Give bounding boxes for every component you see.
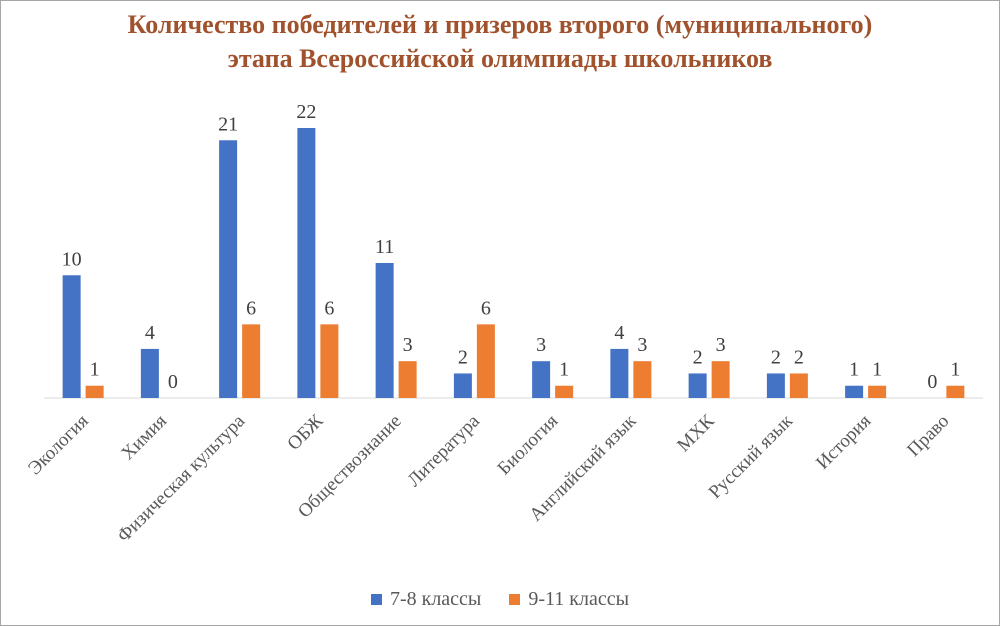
chart-title: Количество победителей и призеров второг… (0, 8, 1000, 76)
data-label-series-1: 21 (218, 113, 238, 135)
x-tick-label: Биология (494, 411, 563, 480)
bar-series-1 (62, 275, 81, 398)
data-label-series-1: 4 (614, 322, 624, 344)
chart-title-line-2: этапа Всероссийской олимпиады школьников (227, 44, 773, 73)
chart-title-line-1: Количество победителей и призеров второг… (127, 10, 873, 39)
bar-series-1 (532, 361, 551, 398)
bar-series-1 (688, 373, 707, 398)
data-label-series-1: 4 (145, 322, 155, 344)
bar-series-2 (868, 385, 887, 398)
data-label-series-2: 3 (716, 334, 726, 356)
bar-series-1 (140, 348, 159, 398)
x-tick-label: МХК (673, 410, 719, 456)
data-label-series-1: 10 (62, 248, 82, 270)
data-label-series-1: 0 (927, 371, 937, 393)
bar-series-1 (219, 140, 238, 399)
bar-series-1 (610, 348, 629, 398)
bar-series-2 (242, 324, 261, 398)
x-tick-label: Физическая культура (113, 410, 249, 546)
bar-series-2 (711, 361, 730, 398)
data-label-series-2: 6 (246, 297, 256, 319)
x-tick-label: ОБЖ (283, 410, 328, 455)
bar-series-2 (85, 385, 104, 398)
bar-series-2 (476, 324, 495, 398)
data-label-series-2: 0 (168, 371, 178, 393)
legend-label-series-2: 9-11 классы (528, 588, 630, 610)
bar-series-1 (453, 373, 472, 398)
data-label-series-2: 1 (872, 359, 882, 381)
data-label-series-1: 2 (693, 346, 703, 368)
bar-series-1 (375, 263, 394, 398)
bar-series-2 (633, 361, 652, 398)
data-label-series-2: 1 (90, 359, 100, 381)
data-label-series-2: 2 (794, 346, 804, 368)
bar-series-1 (297, 128, 316, 398)
data-label-series-2: 1 (950, 359, 960, 381)
x-tick-label: Русский язык (705, 410, 798, 503)
data-label-series-2: 6 (324, 297, 334, 319)
data-label-series-1: 2 (458, 346, 468, 368)
x-tick-label: Экология (24, 411, 93, 480)
data-label-series-1: 3 (536, 334, 546, 356)
bar-series-2 (555, 385, 574, 398)
legend-item-series-2: 9-11 классы (509, 588, 629, 611)
data-label-series-2: 6 (481, 297, 491, 319)
data-label-series-2: 1 (559, 359, 569, 381)
legend-item-series-1: 7-8 классы (370, 588, 482, 611)
bar-series-2 (398, 361, 417, 398)
data-label-series-2: 3 (637, 334, 647, 356)
bar-series-2 (789, 373, 808, 398)
bar-series-2 (946, 385, 965, 398)
data-label-series-2: 3 (403, 334, 413, 356)
data-label-series-1: 2 (771, 346, 781, 368)
x-tick-label: История (812, 411, 875, 474)
legend: 7-8 классы 9-11 классы (0, 588, 1000, 611)
data-label-series-1: 11 (375, 236, 394, 258)
bar-series-1 (766, 373, 785, 398)
x-tick-label: Химия (117, 411, 171, 465)
bar-series-2 (320, 324, 339, 398)
x-tick-label: Право (903, 411, 953, 461)
data-label-series-1: 22 (296, 101, 316, 123)
data-label-series-1: 1 (849, 359, 859, 381)
bar-series-1 (845, 385, 864, 398)
legend-swatch-series-2 (509, 594, 521, 605)
legend-label-series-1: 7-8 классы (389, 588, 482, 610)
legend-swatch-series-1 (370, 594, 382, 605)
x-tick-label: Литература (403, 410, 484, 491)
